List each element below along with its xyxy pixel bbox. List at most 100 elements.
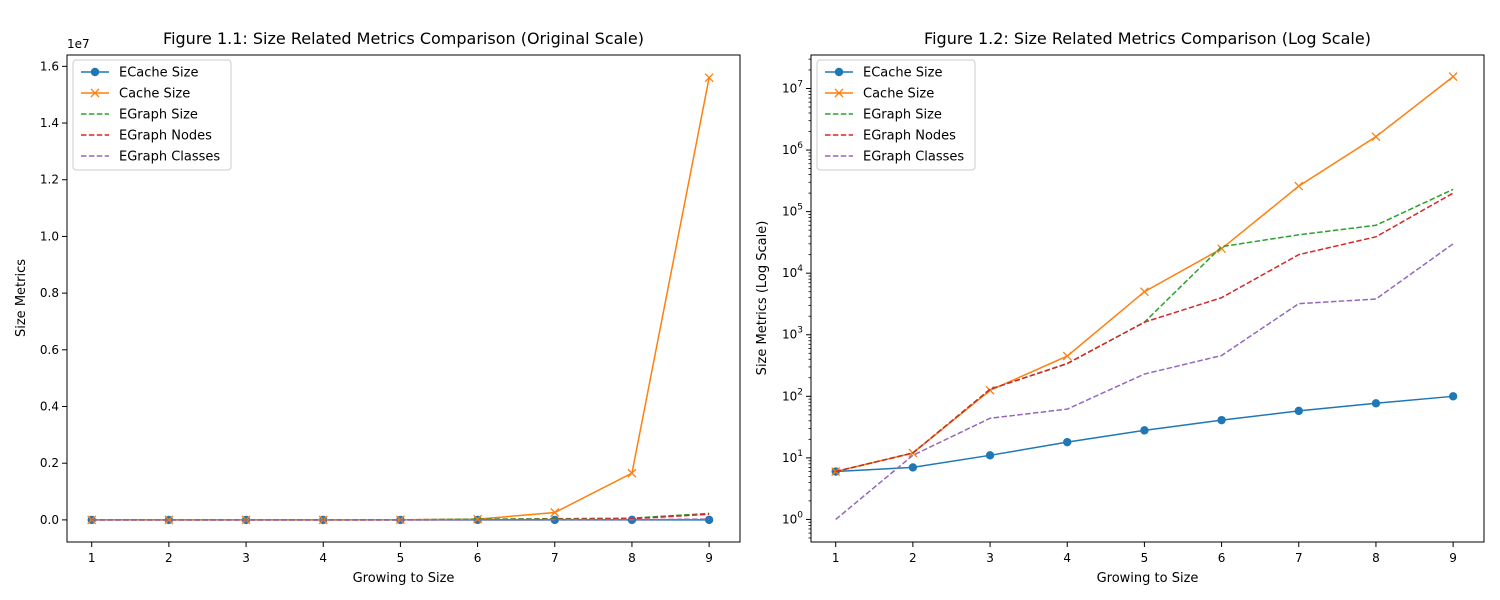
data-point [1063,437,1072,447]
legend-label: EGraph Classes [863,150,964,165]
data-point [1217,415,1226,425]
legend-item: Cache Size [825,87,934,102]
data-point [164,515,174,525]
y-tick-label: 103 [782,326,803,342]
y-tick-label: 0.0 [40,513,59,527]
series-layer [831,72,1458,521]
y-tick-label: 100 [782,510,803,526]
y-tick-label: 1.0 [40,229,59,243]
y-axis-label: Size Metrics (Log Scale) [755,221,770,376]
y-tick-label: 107 [782,79,803,95]
series-ecache-size [831,392,1458,476]
series-line [835,243,1454,521]
x-tick-label: 6 [1218,551,1226,565]
x-tick-label: 1 [832,551,840,565]
series-egraph-nodes [835,192,1454,473]
x-tick-label: 9 [1449,551,1457,565]
series-line [835,192,1454,473]
legend-label: EGraph Classes [119,150,220,165]
x-tick-label: 6 [474,551,482,565]
legend-box [816,59,976,171]
x-tick-label: 4 [1063,551,1071,565]
data-point [1371,399,1381,408]
data-point [1062,351,1072,361]
legend-item: EGraph Size [81,108,198,123]
x-tick-label: 5 [1141,551,1149,565]
x-tick-label: 7 [1295,551,1303,565]
x-tick-label: 7 [551,551,559,565]
y-tick-label: 0.8 [40,286,59,300]
y-tick-label: 101 [782,449,803,465]
chart-original-scale: Figure 1.1: Size Related Metrics Compari… [14,29,741,586]
x-tick-label: 8 [1372,551,1380,565]
y-tick-label: 102 [782,387,803,403]
legend-marker [90,88,100,98]
legend-label: Cache Size [119,87,190,102]
legend-item: Cache Size [81,87,190,102]
legend-item: ECache Size [825,66,942,81]
x-tick-label: 1 [88,551,96,565]
data-point [627,468,637,478]
legend-label: EGraph Size [119,108,198,123]
plot-frame [66,54,741,543]
data-point [550,508,560,517]
legend-item: EGraph Nodes [825,129,956,144]
y-tick-label: 1.4 [40,116,59,130]
y-tick-label: 105 [782,203,803,219]
data-point [1139,287,1149,297]
chart-title: Figure 1.2: Size Related Metrics Compari… [924,29,1371,48]
data-point [704,73,714,83]
legend-marker [834,67,844,77]
data-point [473,514,483,524]
legend-label: ECache Size [119,66,198,81]
legend-item: EGraph Classes [825,150,964,165]
data-point [1294,181,1304,191]
data-point [908,463,918,472]
data-point [1371,132,1381,142]
legend-item: EGraph Size [825,108,942,123]
data-point [704,515,714,525]
y-tick-label: 1.6 [40,59,59,73]
legend-label: Cache Size [863,87,934,102]
data-point [831,467,841,476]
legend: ECache Size Cache Size EGraph Size EGraph N… [816,59,976,171]
legend-marker [834,88,844,98]
series-layer [87,73,714,525]
data-point [985,385,995,395]
legend-item: ECache Size [81,66,198,81]
axis-ticks: 1 2 3 4 5 6 7 8 9 0.0 0.2 0.4 0.6 0.8 1.0 1.2 1.4 1.6 [40,59,713,565]
y-tick-label: 106 [782,141,803,157]
x-tick-label: 3 [986,551,994,565]
data-point [87,515,97,525]
series-egraph-classes [91,518,710,521]
y-tick-label: 0.2 [40,456,59,470]
axis-ticks: 1 2 3 4 5 6 7 8 9 100 101 102 103 104 105 106 107 [782,58,1457,565]
data-point [1448,392,1458,401]
x-axis-label: Growing to Size [353,571,455,586]
legend-label: EGraph Size [863,108,942,123]
legend-marker [90,67,100,77]
legend-box [72,59,232,171]
x-tick-label: 8 [628,551,636,565]
legend-label: EGraph Nodes [119,129,212,144]
x-tick-label: 2 [909,551,917,565]
legend-label: EGraph Nodes [863,129,956,144]
x-tick-label: 4 [319,551,327,565]
x-tick-label: 2 [165,551,173,565]
data-point [1140,426,1149,435]
y-tick-label: 0.4 [40,400,59,414]
legend: ECache Size Cache Size EGraph Size EGraph N… [72,59,232,171]
y-tick-label: 0.6 [40,343,59,357]
data-point [985,451,995,460]
y-tick-label: 1.2 [40,173,59,187]
series-line [91,518,710,521]
legend-item: EGraph Classes [81,150,220,165]
data-point [1294,406,1303,416]
x-tick-label: 5 [397,551,405,565]
x-tick-label: 9 [705,551,713,565]
chart-log-scale: Figure 1.2: Size Related Metrics Compari… [755,29,1485,586]
plot-frame [810,54,1485,543]
chart-title: Figure 1.1: Size Related Metrics Compari… [163,29,644,48]
y-axis-offset-label: 1e7 [67,37,90,51]
